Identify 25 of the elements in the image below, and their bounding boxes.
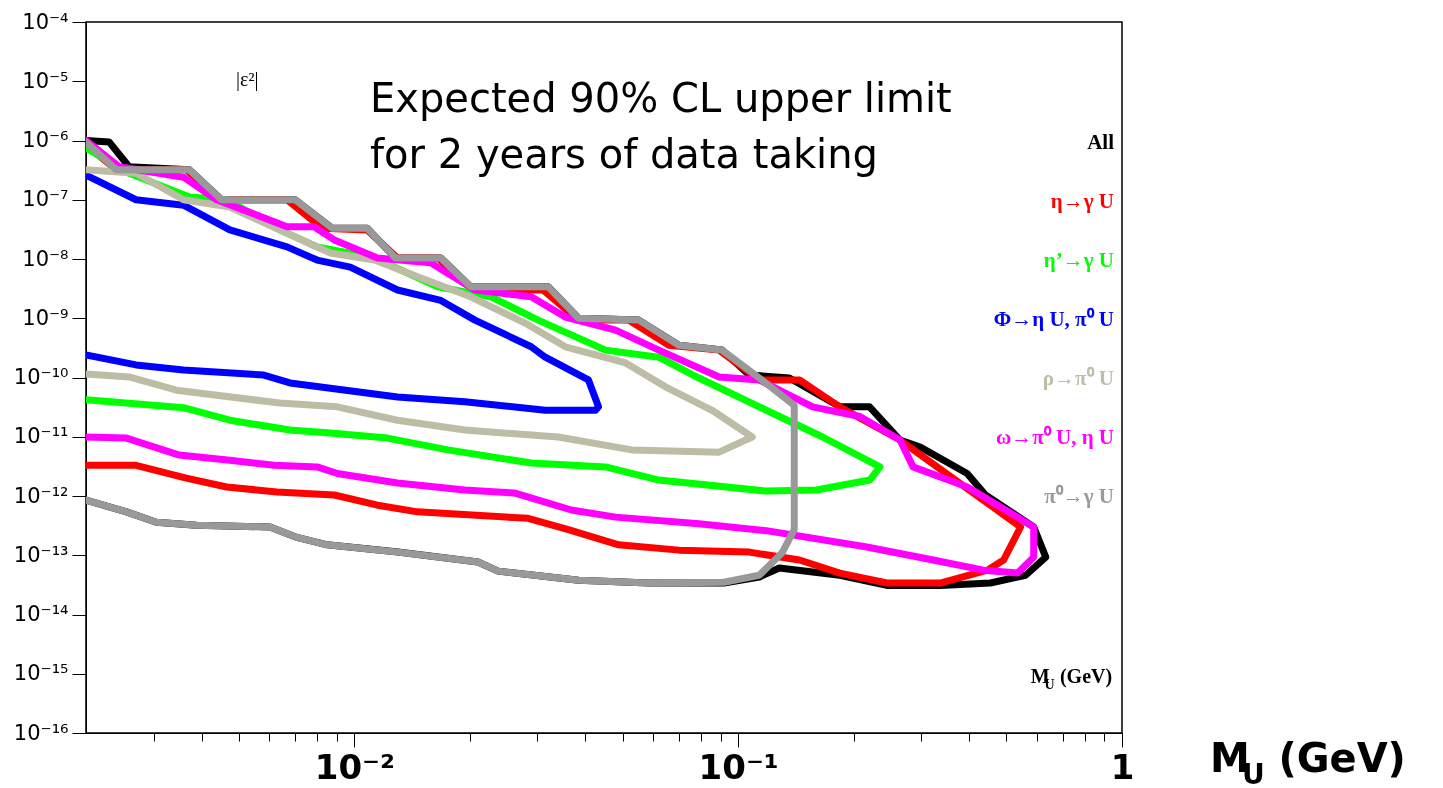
y-tick-label: 10⁻¹⁰	[13, 365, 69, 389]
y-tick-label: 10⁻⁵	[22, 68, 69, 93]
y-tick-label: 10⁻⁷	[22, 187, 69, 212]
y-tick-label: 10⁻¹²	[13, 483, 69, 508]
text: η’→γ U	[1043, 248, 1114, 272]
y-tick-label: 10⁻¹⁵	[13, 661, 69, 686]
x-tick-label: 10⁻²	[314, 746, 395, 787]
y-axis-title: |ε²|	[236, 68, 259, 91]
x-tick-label: 1	[1110, 746, 1135, 787]
y-tick-label: 10⁻⁴	[22, 9, 69, 34]
text: ρ→π⁰ U	[1042, 366, 1114, 390]
text: Expected 90% CL upper limit for 2 years of data taking	[370, 75, 952, 177]
text: η→γ U	[1050, 189, 1114, 213]
y-tick-label: 10⁻¹⁶	[13, 720, 69, 745]
text: ω→π⁰ U, η U	[995, 425, 1114, 449]
text: All	[1087, 130, 1115, 154]
y-tick-label: 10⁻⁹	[22, 305, 69, 330]
text: π⁰→γ U	[1044, 484, 1114, 508]
y-tick-label: 10⁻¹¹	[13, 424, 69, 449]
y-tick-label: 10⁻⁶	[22, 128, 69, 152]
y-tick-label: 10⁻⁸	[22, 246, 69, 271]
text: Φ→η U, π⁰ U	[993, 307, 1114, 331]
y-tick-label: 10⁻¹³	[13, 542, 69, 567]
y-tick-label: 10⁻¹⁴	[13, 602, 69, 626]
x-tick-label: 10⁻¹	[698, 746, 779, 787]
